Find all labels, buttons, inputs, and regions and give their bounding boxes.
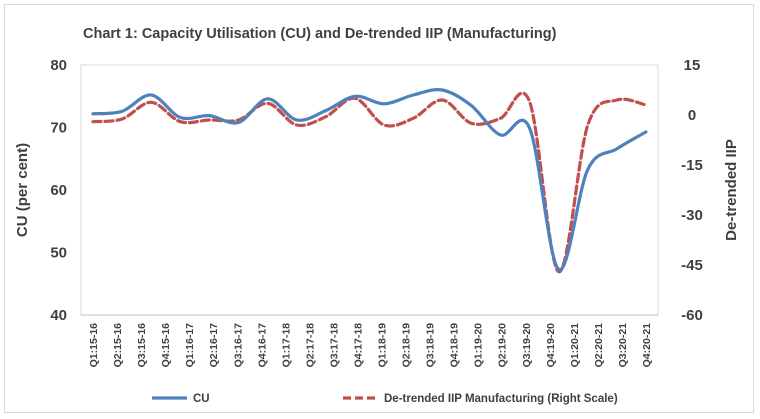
x-tick-label: Q3:15-16 [136,323,148,368]
series-line-cu [91,88,648,272]
x-tick-label: Q4:18-19 [449,323,461,368]
x-tick-label: Q3:20-21 [617,323,629,368]
x-tick-label: Q1:18-19 [377,323,389,368]
y-axis: 40 50 60 70 80 [50,57,67,324]
x-tick-label: Q2:20-21 [593,323,605,368]
legend: CU De-trended IIP Manufacturing (Right S… [152,393,618,405]
y2-tick-label: 0 [688,107,696,124]
x-tick-label: Q1:16-17 [184,323,196,368]
x-tick-label: Q2:19-20 [497,323,509,368]
y2-tick-label: -15 [681,157,703,174]
y-tick-label: 50 [50,245,67,262]
y2-axis: -60 -45 -30 -15 0 15 [681,57,703,324]
y-axis-title: CU (per cent) [14,143,31,237]
y-tick-label: 80 [50,57,67,74]
chart-svg: Chart 1: Capacity Utilisation (CU) and D… [14,26,740,405]
plot-area [80,64,659,316]
series-line-iip [91,91,648,274]
x-tick-label: Q1:15-16 [88,323,100,368]
x-tick-label: Q4:15-16 [160,323,172,368]
series-lines [91,88,648,274]
x-tick-label: Q1:20-21 [569,323,581,368]
x-tick-label: Q2:16-17 [208,323,220,368]
x-axis: Q1:15-16 Q2:15-16 Q3:15-16 Q4:15-16 Q1:16-17… [88,323,653,368]
x-tick-label: Q1:17-18 [280,323,292,368]
x-tick-label: Q2:18-19 [401,323,413,368]
y2-axis-title: De-trended IIP [723,139,740,241]
y2-tick-label: -45 [681,257,703,274]
x-tick-label: Q3:17-18 [328,323,340,368]
x-tick-label: Q3:18-19 [425,323,437,368]
y-tick-label: 60 [50,182,67,199]
x-tick-label: Q2:17-18 [304,323,316,368]
chart-title: Chart 1: Capacity Utilisation (CU) and D… [83,26,557,42]
x-tick-label: Q4:16-17 [256,323,268,368]
chart-frame: Chart 1: Capacity Utilisation (CU) and D… [4,4,754,413]
y-tick-label: 70 [50,120,67,137]
legend-label-cu: CU [193,393,210,405]
legend-label-iip: De-trended IIP Manufacturing (Right Scal… [384,393,618,405]
x-tick-label: Q3:19-20 [521,323,533,368]
y2-tick-label: 15 [684,57,701,74]
y-tick-label: 40 [50,307,67,324]
x-tick-label: Q4:19-20 [545,323,557,368]
x-tick-label: Q3:16-17 [232,323,244,368]
x-tick-label: Q1:19-20 [473,323,485,368]
x-tick-label: Q4:17-18 [352,323,364,368]
y2-tick-label: -30 [681,207,703,224]
x-tick-label: Q4:20-21 [641,323,653,368]
x-tick-label: Q2:15-16 [112,323,124,368]
y2-tick-label: -60 [681,307,703,324]
